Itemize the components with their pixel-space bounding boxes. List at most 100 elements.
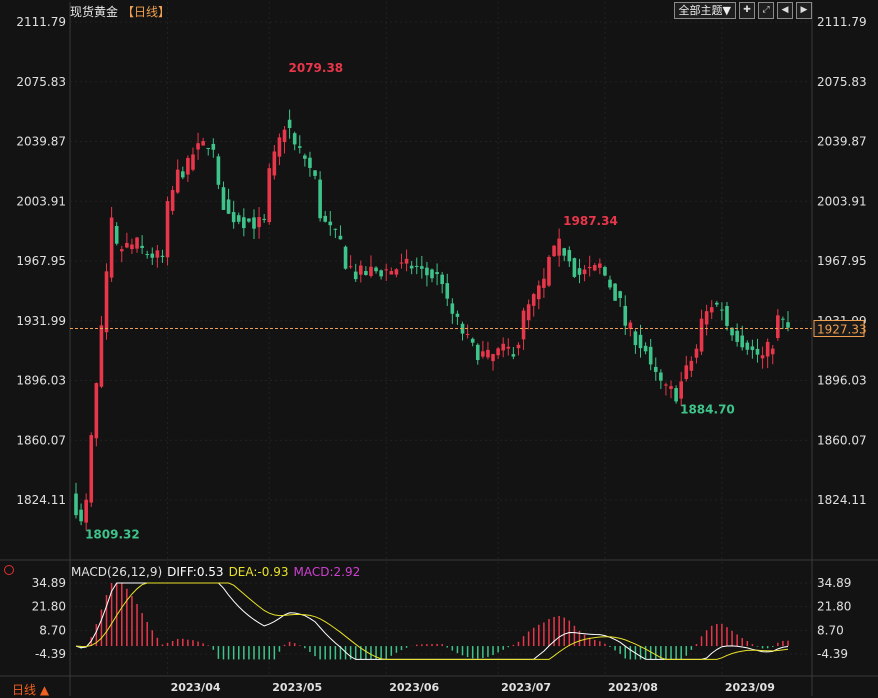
time-tick: 2023/09 bbox=[725, 681, 775, 694]
candle-up bbox=[709, 307, 714, 313]
candle-up bbox=[506, 346, 511, 349]
candle-up bbox=[170, 190, 175, 211]
macd-dea-line bbox=[75, 582, 789, 660]
candle-down bbox=[425, 267, 429, 276]
candle-down bbox=[318, 179, 322, 219]
candle-down bbox=[435, 272, 439, 275]
candle-up bbox=[155, 250, 160, 258]
macd-value: MACD:2.92 bbox=[293, 565, 361, 579]
candle-down bbox=[409, 265, 414, 269]
candle-down bbox=[79, 509, 83, 522]
candle-up bbox=[557, 238, 561, 256]
candle-down bbox=[450, 303, 455, 314]
macd-tick-right: 21.80 bbox=[817, 600, 851, 614]
candle-down bbox=[725, 306, 729, 326]
candle-down bbox=[720, 309, 724, 311]
theme-dropdown-button[interactable]: 全部主题▼ bbox=[673, 2, 736, 19]
period-selector[interactable]: 日线 ▲ bbox=[12, 683, 50, 697]
candle-down bbox=[353, 271, 358, 280]
candle-down bbox=[328, 221, 333, 226]
candle-up bbox=[552, 245, 556, 257]
candle-up bbox=[526, 304, 531, 321]
candle-up bbox=[684, 365, 689, 380]
candle-up bbox=[277, 137, 282, 157]
candle-down bbox=[379, 270, 383, 277]
instrument-name: 现货黄金 bbox=[70, 5, 119, 19]
candle-up bbox=[404, 258, 409, 264]
next-icon[interactable]: ▶ bbox=[796, 2, 812, 19]
candle-down bbox=[567, 250, 572, 262]
candle-up bbox=[135, 237, 139, 249]
price-tick-right: 1860.07 bbox=[817, 433, 867, 447]
price-tick-left: 2039.87 bbox=[16, 135, 66, 149]
candle-down bbox=[420, 266, 424, 269]
low-annotation: 1809.32 bbox=[85, 528, 140, 542]
candle-down bbox=[242, 217, 246, 229]
price-tick-right: 2075.83 bbox=[817, 75, 867, 89]
chart-title-bar: 现货黄金 【日线】 bbox=[70, 3, 170, 20]
candle-down bbox=[659, 372, 663, 381]
indicator-settings-icon[interactable] bbox=[4, 565, 14, 575]
candle-up bbox=[399, 262, 404, 264]
macd-tick-left: 34.89 bbox=[32, 576, 66, 590]
macd-dea: DEA:-0.93 bbox=[228, 565, 289, 579]
macd-tick-left: 21.80 bbox=[32, 600, 66, 614]
candle-up bbox=[699, 318, 704, 352]
candle-up bbox=[125, 242, 129, 248]
candle-down bbox=[648, 346, 653, 365]
price-tick-left: 2111.79 bbox=[16, 15, 66, 29]
candle-up bbox=[521, 310, 526, 340]
candle-up bbox=[516, 344, 521, 349]
macd-tick-right: 34.89 bbox=[817, 576, 851, 590]
candle-down bbox=[572, 258, 577, 277]
candle-down bbox=[414, 265, 419, 267]
candle-down bbox=[674, 388, 678, 402]
candle-down bbox=[745, 342, 750, 350]
candle-up bbox=[196, 143, 200, 150]
candle-up bbox=[119, 249, 124, 252]
candle-up bbox=[99, 325, 104, 387]
period-label: 【日线】 bbox=[122, 5, 171, 19]
candle-up bbox=[201, 141, 205, 146]
candle-up bbox=[109, 217, 114, 278]
high-annotation: 2079.38 bbox=[289, 61, 344, 75]
candle-down bbox=[140, 245, 144, 248]
macd-tick-left: -4.39 bbox=[35, 647, 66, 661]
expand-icon[interactable]: ⤢ bbox=[758, 2, 774, 19]
candle-up bbox=[587, 266, 592, 269]
candle-down bbox=[364, 270, 368, 275]
candle-up bbox=[592, 265, 597, 271]
candle-down bbox=[562, 248, 567, 256]
candle-up bbox=[776, 315, 780, 339]
candle-up bbox=[175, 169, 180, 193]
candle-down bbox=[740, 335, 745, 348]
candle-up bbox=[394, 269, 399, 275]
candle-down bbox=[236, 215, 241, 222]
candle-down bbox=[781, 318, 785, 320]
price-tick-right: 2111.79 bbox=[817, 15, 867, 29]
candle-down bbox=[333, 228, 338, 230]
candle-up bbox=[272, 151, 277, 176]
candle-down bbox=[623, 305, 628, 326]
candle-up bbox=[770, 348, 775, 355]
time-tick: 2023/05 bbox=[272, 681, 322, 694]
candle-down bbox=[150, 253, 155, 258]
candle-up bbox=[384, 269, 389, 271]
candle-up bbox=[491, 353, 495, 362]
price-tick-left: 2075.83 bbox=[16, 75, 66, 89]
candle-down bbox=[211, 143, 216, 150]
candle-up bbox=[359, 265, 363, 275]
candle-down bbox=[735, 330, 739, 342]
crosshair-icon[interactable]: ✚ bbox=[739, 2, 755, 19]
macd-diff: DIFF:0.53 bbox=[167, 565, 224, 579]
candle-down bbox=[430, 269, 434, 279]
candle-down bbox=[618, 291, 622, 298]
candle-up bbox=[481, 351, 485, 357]
candle-down bbox=[181, 171, 185, 178]
candle-down bbox=[308, 157, 312, 168]
price-tick-right: 2003.91 bbox=[817, 194, 867, 208]
prev-icon[interactable]: ◀ bbox=[777, 2, 793, 19]
candle-up bbox=[486, 349, 490, 358]
candle-up bbox=[257, 217, 261, 228]
